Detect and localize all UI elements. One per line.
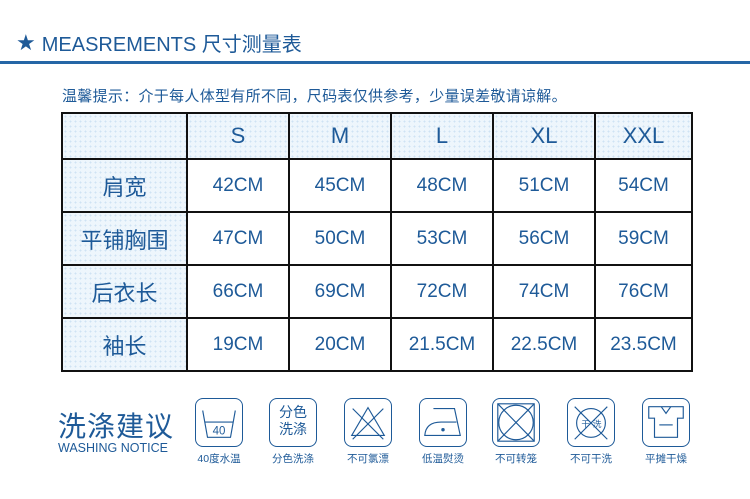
table-cell: 53CM	[390, 211, 494, 266]
table-cell: 66CM	[186, 264, 290, 319]
tip-text: 温馨提示：介于每人体型有所不同，尺码表仅供参考，少量误差敬请谅解。	[62, 88, 567, 105]
no-tumble-dry-icon	[492, 398, 540, 447]
table-cell: 22.5CM	[492, 317, 596, 372]
row-label: 肩宽	[61, 158, 188, 213]
row-label: 平铺胸围	[61, 211, 188, 266]
icon-label: 40度水温	[197, 453, 241, 465]
table-header-row: S M L XL XXL	[61, 112, 693, 160]
icon-label: 不可干洗	[570, 453, 612, 465]
table-row: 袖长 19CM 20CM 21.5CM 22.5CM 23.5CM	[61, 317, 693, 372]
table-cell: 59CM	[594, 211, 693, 266]
table-cell: 56CM	[492, 211, 596, 266]
no-bleach-icon	[344, 398, 392, 447]
no-dry-clean-icon: 干 洗	[567, 398, 615, 447]
table-row: 肩宽 42CM 45CM 48CM 51CM 54CM	[61, 158, 693, 213]
table-cell: 72CM	[390, 264, 494, 319]
column-header: S	[186, 112, 290, 160]
washing-title: 洗涤建议	[58, 411, 175, 442]
table-cell: 19CM	[186, 317, 290, 372]
table-cell: 50CM	[288, 211, 392, 266]
column-header: M	[288, 112, 392, 160]
page-title: MEASREMENTS 尺寸测量表	[41, 34, 302, 56]
svg-text:洗: 洗	[593, 418, 602, 430]
header-divider	[0, 61, 750, 64]
column-header: XL	[492, 112, 596, 160]
table-cell: 47CM	[186, 211, 290, 266]
star-icon: ★	[16, 29, 36, 55]
row-label: 后衣长	[61, 264, 188, 319]
washing-subtitle: WASHING NOTICE	[58, 441, 168, 455]
table-cell: 69CM	[288, 264, 392, 319]
table-cell: 76CM	[594, 264, 693, 319]
icon-label: 平摊干燥	[645, 453, 687, 465]
column-header: XXL	[594, 112, 693, 160]
table-cell: 74CM	[492, 264, 596, 319]
table-cell: 48CM	[390, 158, 494, 213]
separate-wash-icon: 分色洗涤	[269, 398, 317, 447]
icon-label: 分色洗涤	[272, 453, 314, 465]
svg-text:干: 干	[581, 419, 590, 430]
low-iron-icon	[419, 398, 467, 447]
flat-dry-icon	[642, 398, 690, 447]
column-header: L	[390, 112, 494, 160]
icon-label: 不可氯漂	[347, 453, 389, 465]
table-cell: 42CM	[186, 158, 290, 213]
row-label: 袖长	[61, 317, 188, 372]
table-row: 后衣长 66CM 69CM 72CM 74CM 76CM	[61, 264, 693, 319]
icon-label: 不可转笼	[495, 453, 537, 465]
table-cell: 23.5CM	[594, 317, 693, 372]
corner-cell	[61, 112, 188, 160]
size-table: S M L XL XXL 肩宽 42CM 45CM 48CM 51CM 54CM…	[61, 112, 693, 372]
table-cell: 54CM	[594, 158, 693, 213]
wash-40-icon: 40	[195, 398, 243, 447]
table-cell: 51CM	[492, 158, 596, 213]
table-row: 平铺胸围 47CM 50CM 53CM 56CM 59CM	[61, 211, 693, 266]
header: ★ MEASREMENTS 尺寸测量表	[16, 28, 302, 57]
svg-text:40: 40	[213, 425, 226, 437]
table-cell: 45CM	[288, 158, 392, 213]
table-cell: 21.5CM	[390, 317, 494, 372]
icon-label: 低温熨烫	[422, 453, 464, 465]
table-cell: 20CM	[288, 317, 392, 372]
